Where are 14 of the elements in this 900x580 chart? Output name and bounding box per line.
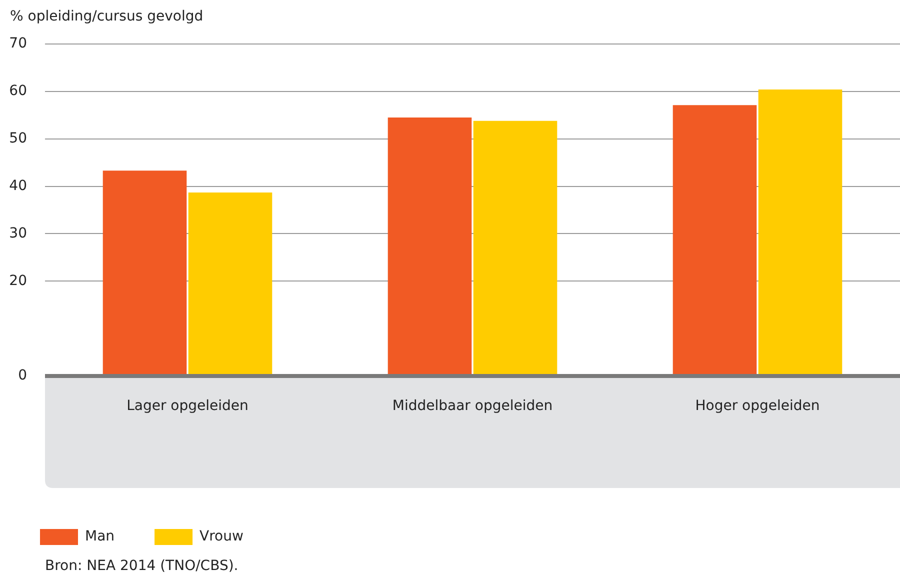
text: Bron: NEA 2014 (TNO/CBS). — [45, 558, 238, 574]
legend-label: Man — [85, 528, 115, 545]
x-tick-label: Middelbaar opgeleiden — [392, 398, 553, 414]
y-tick-label: 20 — [9, 272, 27, 289]
x-tick-label: Hoger opgeleiden — [695, 398, 820, 414]
y-tick-label: 50 — [9, 130, 27, 146]
x-tick-label: Lager opgeleiden — [126, 398, 248, 414]
y-tick-label: 60 — [9, 83, 27, 100]
y-axis-title: % opleiding/cursus gevolgd — [10, 8, 204, 25]
y-tick-label: 70 — [9, 36, 27, 52]
y-tick-label: 40 — [9, 178, 27, 194]
legend-label: Vrouw — [200, 528, 244, 545]
y-tick-label: 30 — [9, 225, 27, 242]
y-tick-label: 0 — [18, 368, 27, 384]
